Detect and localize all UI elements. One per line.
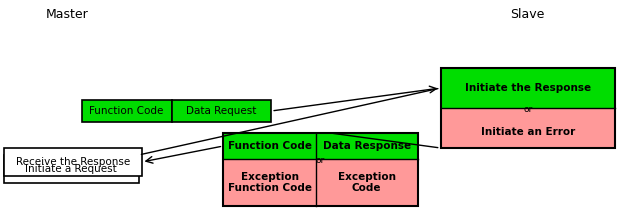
Text: Exception
Code: Exception Code — [338, 172, 396, 193]
Text: or: or — [523, 104, 533, 114]
Bar — [172, 100, 271, 122]
Bar — [4, 148, 141, 176]
Text: Initiate the Response: Initiate the Response — [465, 83, 591, 93]
Text: Data Response: Data Response — [322, 141, 410, 151]
Text: Exception
Function Code: Exception Function Code — [228, 172, 311, 193]
Bar — [82, 100, 172, 122]
Bar — [441, 68, 615, 108]
Bar — [223, 133, 418, 206]
Text: Function Code: Function Code — [228, 141, 311, 151]
Bar — [4, 155, 139, 183]
Text: Receive the Response: Receive the Response — [16, 157, 130, 167]
Text: Initiate an Error: Initiate an Error — [480, 127, 575, 137]
Bar — [223, 133, 418, 159]
Text: Master: Master — [45, 8, 88, 21]
Text: Data Request: Data Request — [186, 106, 257, 116]
Text: Initiate a Request: Initiate a Request — [25, 164, 117, 174]
Bar — [441, 68, 615, 148]
Bar — [223, 159, 418, 206]
Text: or: or — [316, 156, 325, 165]
Text: Function Code: Function Code — [89, 106, 164, 116]
Bar — [441, 108, 615, 148]
Text: Slave: Slave — [510, 8, 544, 21]
